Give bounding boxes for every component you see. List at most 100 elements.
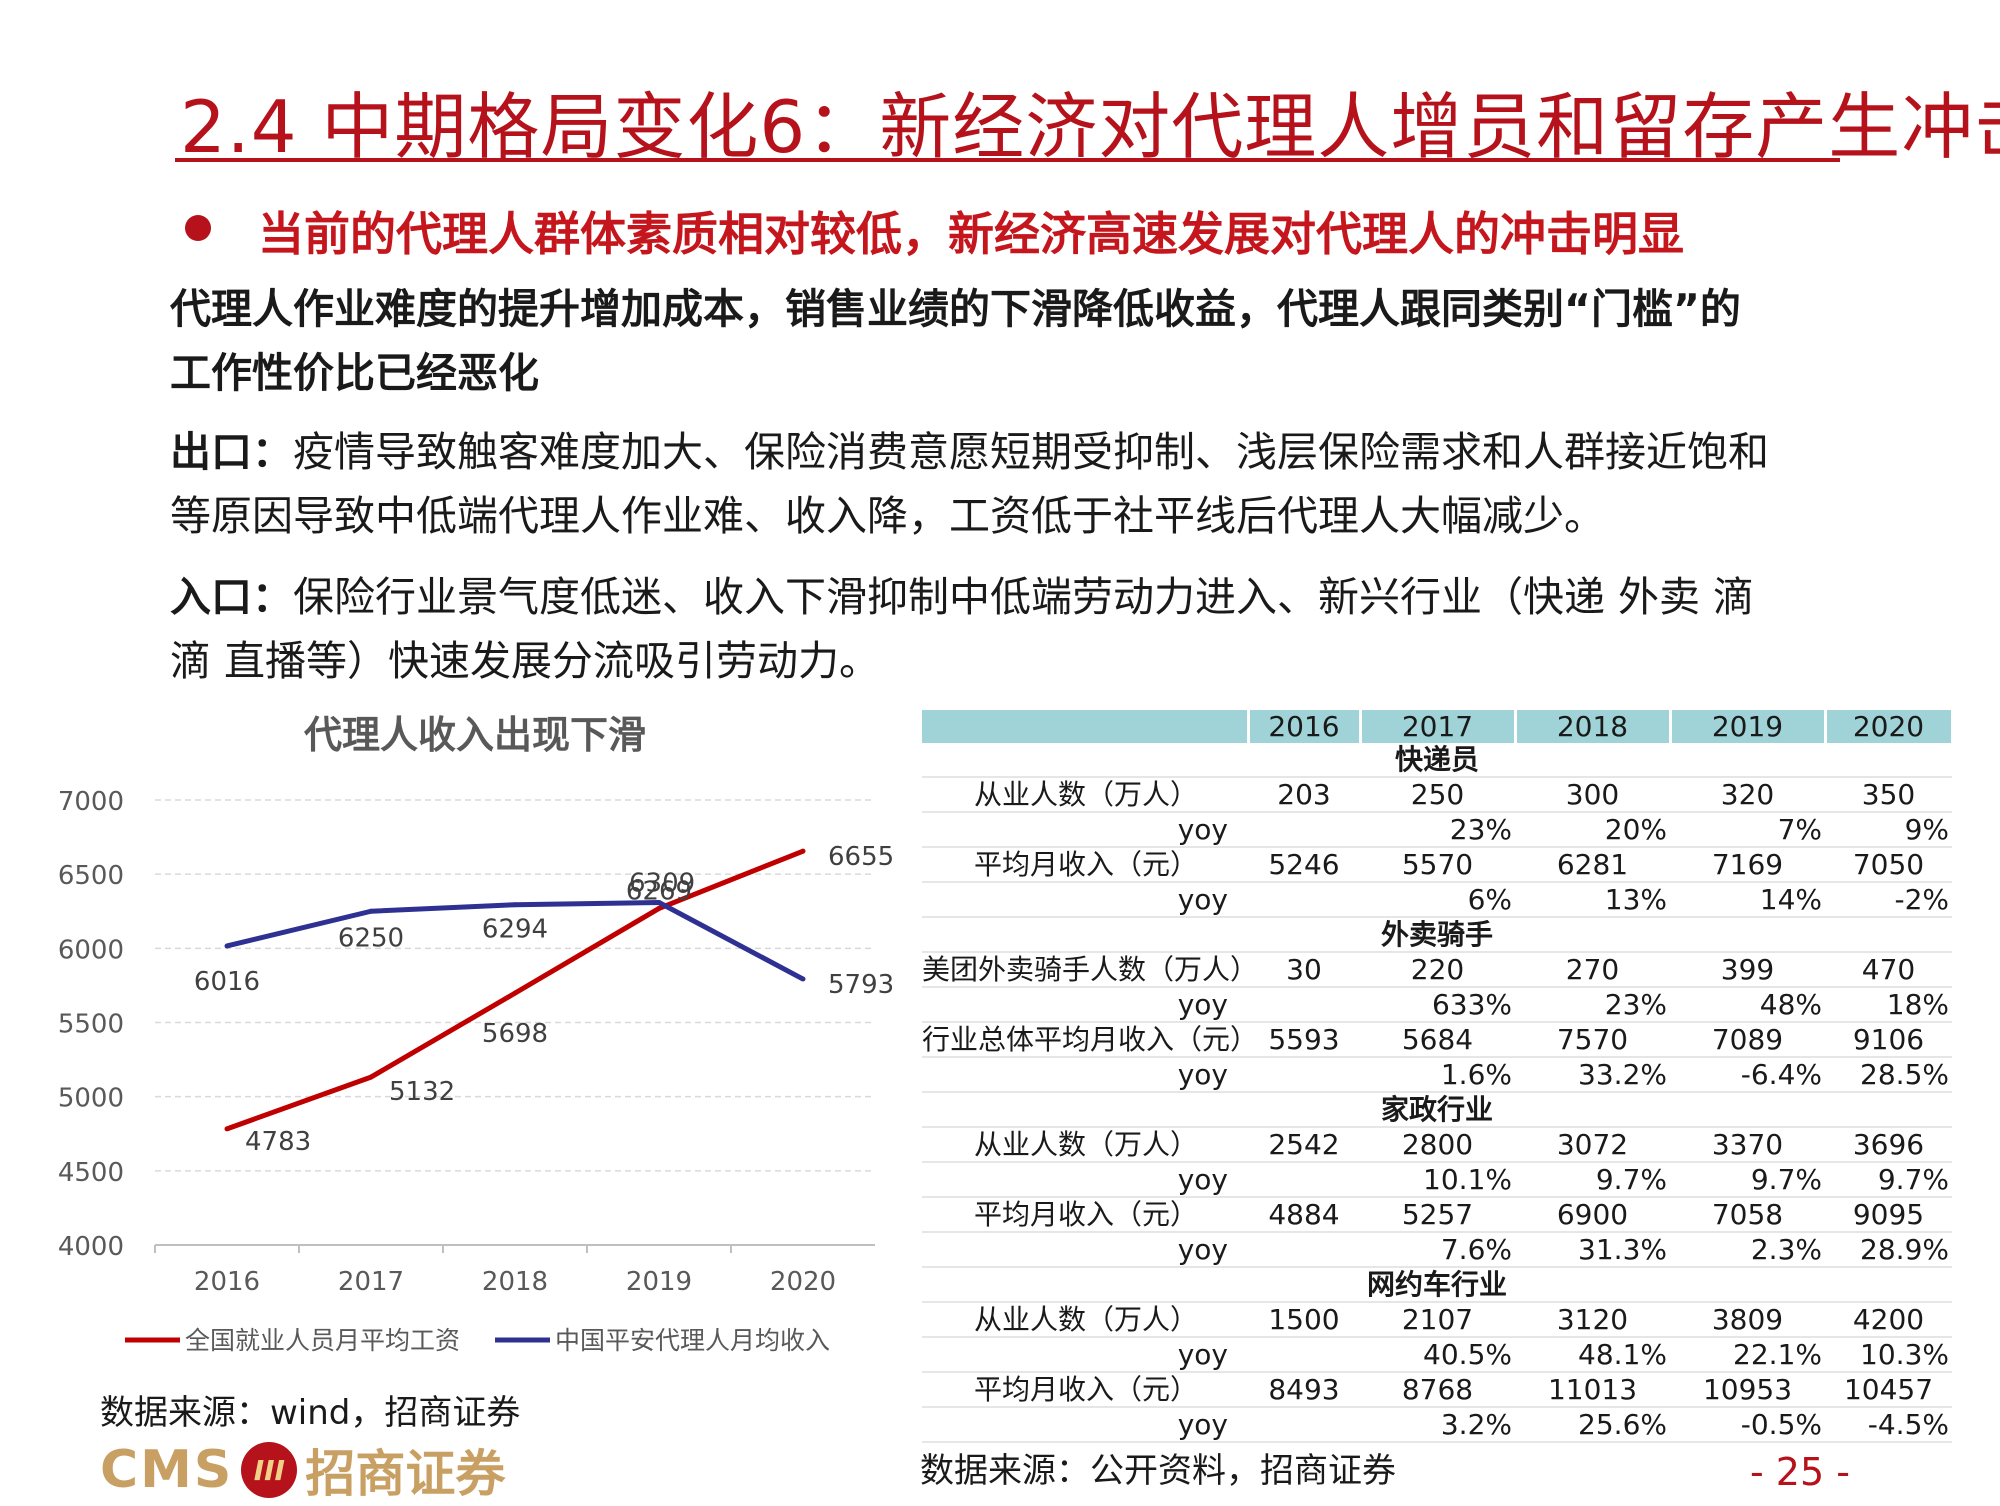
- table-cell: 10.3%: [1825, 1337, 1952, 1373]
- table-cell: 7%: [1670, 812, 1825, 848]
- table-section-row: 家政行业: [922, 1092, 1952, 1128]
- table-cell: 23%: [1360, 812, 1515, 848]
- section-title: 快递员: [922, 743, 1952, 778]
- exit-label: 出口：: [170, 428, 293, 476]
- table-cell: 6281: [1515, 847, 1670, 883]
- table-cell: 28.5%: [1825, 1057, 1952, 1093]
- table-row: yoy 40.5% 48.1% 22.1% 10.3%: [922, 1337, 1952, 1373]
- row-label: 从业人数（万人）: [922, 1302, 1248, 1338]
- table-cell: 30: [1248, 952, 1360, 988]
- logo-cms-text: CMS: [100, 1440, 234, 1500]
- paragraph-line: 保险行业景气度低迷、收入下滑抑制中低端劳动力进入、新兴行业（快递 外卖 滴: [293, 573, 1755, 621]
- table-cell: 13%: [1515, 882, 1670, 918]
- table-source-note: 数据来源：公开资料，招商证券: [920, 1451, 1396, 1491]
- chart-source-note: 数据来源：wind，招商证券: [100, 1393, 521, 1433]
- table-row: 平均月收入（元） 4884 5257 6900 7058 9095: [922, 1197, 1952, 1233]
- table-cell: 3696: [1825, 1127, 1952, 1163]
- paragraph-entry: 入口：保险行业景气度低迷、收入下滑抑制中低端劳动力进入、新兴行业（快递 外卖 滴…: [170, 565, 1950, 693]
- table-cell: 20%: [1515, 812, 1670, 848]
- x-tick-label: 2016: [194, 1267, 260, 1297]
- data-point: [512, 902, 518, 908]
- table-cell: 9.7%: [1515, 1162, 1670, 1198]
- table-cell: 633%: [1360, 987, 1515, 1023]
- data-label: 6309: [629, 868, 695, 898]
- y-tick-label: 5500: [58, 1010, 124, 1040]
- table-row: 从业人数（万人） 1500 2107 3120 3809 4200: [922, 1302, 1952, 1338]
- table-row: yoy 23% 20% 7% 9%: [922, 812, 1952, 848]
- table-cell: 10457: [1825, 1372, 1952, 1408]
- table-cell: 3809: [1670, 1302, 1825, 1338]
- header-year: 2016: [1248, 710, 1362, 743]
- paragraph-line: 代理人作业难度的提升增加成本，销售业绩的下滑降低收益，代理人跟同类别“门槛”的: [170, 285, 1741, 333]
- table-row: 从业人数（万人） 2542 2800 3072 3370 3696: [922, 1127, 1952, 1163]
- table-header-row: 2016 2017 2018 2019 2020: [922, 710, 1954, 743]
- x-tick-label: 2019: [626, 1267, 692, 1297]
- table-cell: 2.3%: [1670, 1232, 1825, 1268]
- table-cell: 31.3%: [1515, 1232, 1670, 1268]
- x-axis-ticks: 2016 2017 2018 2019 2020: [154, 1245, 836, 1297]
- table-cell: 10953: [1670, 1372, 1825, 1408]
- table-cell: 350: [1825, 777, 1952, 813]
- title-underline: [175, 158, 1840, 162]
- table-cell: 4884: [1248, 1197, 1360, 1233]
- table-cell: 320: [1670, 777, 1825, 813]
- table-cell: 22.1%: [1670, 1337, 1825, 1373]
- paragraph-line: 滴 直播等）快速发展分流吸引劳动力。: [170, 637, 881, 685]
- table-cell: 220: [1360, 952, 1515, 988]
- row-label: yoy: [922, 1407, 1248, 1443]
- data-label: 5793: [828, 970, 894, 1000]
- row-label: 从业人数（万人）: [922, 1127, 1248, 1163]
- table-cell: 25.6%: [1515, 1407, 1670, 1443]
- row-label: yoy: [922, 1337, 1248, 1373]
- table-cell: [1248, 882, 1360, 918]
- table-cell: 23%: [1515, 987, 1670, 1023]
- table-cell: 270: [1515, 952, 1670, 988]
- table-cell: 5257: [1360, 1197, 1515, 1233]
- row-label: yoy: [922, 812, 1248, 848]
- table-cell: 10.1%: [1360, 1162, 1515, 1198]
- table-cell: 3370: [1670, 1127, 1825, 1163]
- data-label: 5132: [389, 1077, 455, 1107]
- table-cell: 9.7%: [1670, 1162, 1825, 1198]
- table-row: yoy 1.6% 33.2% -6.4% 28.5%: [922, 1057, 1952, 1093]
- logo-company-name: 招商证券: [305, 1444, 506, 1503]
- table-cell: 4200: [1825, 1302, 1952, 1338]
- table-cell: 9106: [1825, 1022, 1952, 1058]
- header-year: 2018: [1515, 710, 1672, 743]
- table-cell: 1500: [1248, 1302, 1360, 1338]
- data-label: 4783: [245, 1127, 311, 1157]
- table-cell: 2800: [1360, 1127, 1515, 1163]
- table-cell: [1248, 812, 1360, 848]
- table-row: 美团外卖骑手人数（万人） 30 220 270 399 470: [922, 952, 1952, 988]
- table-cell: 399: [1670, 952, 1825, 988]
- table-section-row: 外卖骑手: [922, 917, 1952, 953]
- row-label: 平均月收入（元）: [922, 1372, 1248, 1408]
- table-cell: 8768: [1360, 1372, 1515, 1408]
- data-point: [656, 899, 662, 905]
- legend-label: 全国就业人员月平均工资: [185, 1326, 460, 1355]
- header-year: 2020: [1825, 710, 1954, 743]
- table-cell: 1.6%: [1360, 1057, 1515, 1093]
- table-cell: [1248, 1232, 1360, 1268]
- row-label: yoy: [922, 1057, 1248, 1093]
- paragraph-line: 疫情导致触客难度加大、保险消费意愿短期受抑制、浅层保险需求和人群接近饱和: [293, 428, 1769, 476]
- row-label: yoy: [922, 1232, 1248, 1268]
- table-cell: [1248, 987, 1360, 1023]
- table-row: 行业总体平均月收入（元） 5593 5684 7570 7089 9106: [922, 1022, 1952, 1058]
- data-label: 6655: [828, 842, 894, 872]
- income-line-chart: 代理人收入出现下滑 4000 4500 5000 5500 6000 6500 7000 2…: [58, 713, 894, 1355]
- table-cell: 300: [1515, 777, 1670, 813]
- paragraph-line: 工作性价比已经恶化: [170, 349, 539, 397]
- header-year: 2017: [1360, 710, 1517, 743]
- data-point: [224, 943, 230, 949]
- table-cell: 7.6%: [1360, 1232, 1515, 1268]
- data-point: [800, 848, 806, 854]
- table-row: 从业人数（万人） 203 250 300 320 350: [922, 777, 1952, 813]
- x-tick-label: 2018: [482, 1267, 548, 1297]
- y-tick-label: 4000: [58, 1232, 124, 1262]
- table-cell: 203: [1248, 777, 1360, 813]
- table-cell: 7169: [1670, 847, 1825, 883]
- table-cell: 5246: [1248, 847, 1360, 883]
- table-cell: 7058: [1670, 1197, 1825, 1233]
- table-row: yoy 3.2% 25.6% -0.5% -4.5%: [922, 1407, 1952, 1443]
